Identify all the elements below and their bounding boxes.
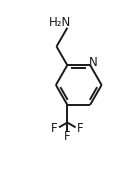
Text: F: F — [77, 122, 84, 135]
Text: N: N — [89, 56, 98, 69]
Text: F: F — [51, 122, 58, 135]
Text: H₂N: H₂N — [49, 16, 71, 29]
Text: F: F — [64, 130, 71, 143]
